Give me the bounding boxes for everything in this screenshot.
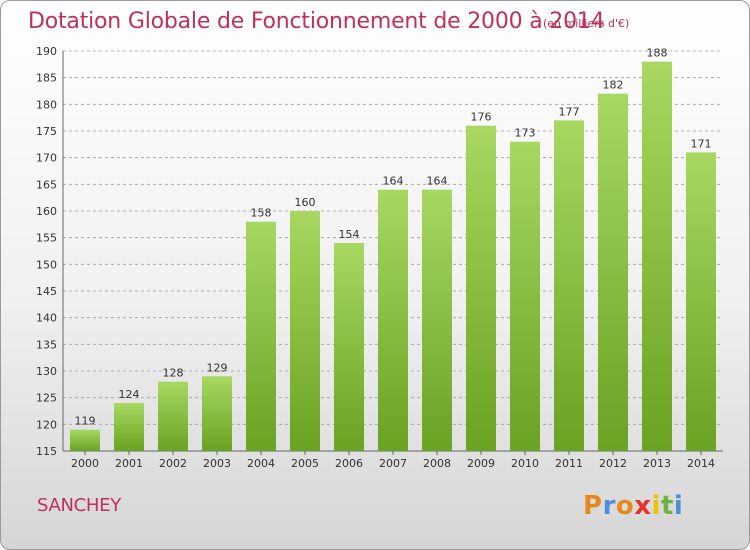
data-label: 164 [383,175,404,188]
y-tick-label: 115 [36,445,57,458]
y-tick-label: 175 [36,125,57,138]
bar-2013 [642,61,672,452]
x-tick-label: 2001 [115,457,143,470]
y-tick-label: 190 [36,45,57,58]
bar-2011 [554,120,584,451]
y-tick-label: 135 [36,338,57,351]
data-label: 173 [515,127,536,140]
data-label: 160 [295,196,316,209]
bar-2003 [202,376,232,451]
y-tick-label: 120 [36,418,57,431]
data-label: 188 [647,47,668,60]
data-label: 177 [559,105,580,118]
y-tick-label: 150 [36,258,57,271]
data-label: 129 [207,361,228,374]
bar-2006 [334,243,364,451]
data-label: 171 [691,137,712,150]
y-tick-label: 130 [36,365,57,378]
x-tick-label: 2002 [159,457,187,470]
logo-letter: o [615,491,635,521]
chart-title: Dotation Globale de Fonctionnement de 20… [28,9,605,34]
bar-2009 [466,125,496,452]
y-tick-label: 160 [36,205,57,218]
x-tick-label: 2007 [379,457,407,470]
bar-2004 [246,221,276,451]
x-tick-label: 2003 [203,457,231,470]
x-tick-label: 2010 [511,457,539,470]
bar-2007 [378,189,408,451]
x-tick-label: 2014 [687,457,715,470]
logo-letter: r [602,491,616,521]
chart-subtitle: (en milliers d'€) [543,17,630,30]
y-tick-label: 125 [36,392,57,405]
proxiti-logo: Proxiti [583,491,683,521]
commune-name: SANCHEY [37,495,121,516]
x-tick-label: 2008 [423,457,451,470]
x-tick-label: 2004 [247,457,275,470]
x-tick-label: 2009 [467,457,495,470]
y-tick-label: 165 [36,178,57,191]
data-label: 154 [339,228,360,241]
y-tick-label: 155 [36,232,57,245]
x-tick-label: 2013 [643,457,671,470]
bar-2014 [686,152,716,452]
logo-letter: i [673,491,684,521]
bar-2000 [70,429,100,451]
y-tick-label: 140 [36,312,57,325]
logo-letter: x [634,491,652,521]
x-tick-label: 2000 [71,457,99,470]
y-tick-label: 145 [36,285,57,298]
y-tick-label: 185 [36,72,57,85]
x-tick-label: 2006 [335,457,363,470]
data-label: 119 [75,415,96,428]
y-tick-label: 170 [36,152,57,165]
data-label: 124 [119,388,140,401]
data-label: 182 [603,79,624,92]
data-label: 164 [427,175,448,188]
x-tick-label: 2005 [291,457,319,470]
data-label: 158 [251,207,272,220]
logo-letter: P [583,491,603,521]
data-label: 128 [163,367,184,380]
bar-2010 [510,141,540,451]
logo-letter: t [660,491,674,521]
y-tick-label: 180 [36,98,57,111]
bar-2002 [158,381,188,451]
bar-2008 [422,189,452,451]
x-tick-label: 2011 [555,457,583,470]
x-tick-label: 2012 [599,457,627,470]
bar-2001 [114,403,144,451]
data-label: 176 [471,111,492,124]
bar-2012 [598,93,628,452]
logo-letter: i [651,491,661,521]
bar-2005 [290,211,320,451]
